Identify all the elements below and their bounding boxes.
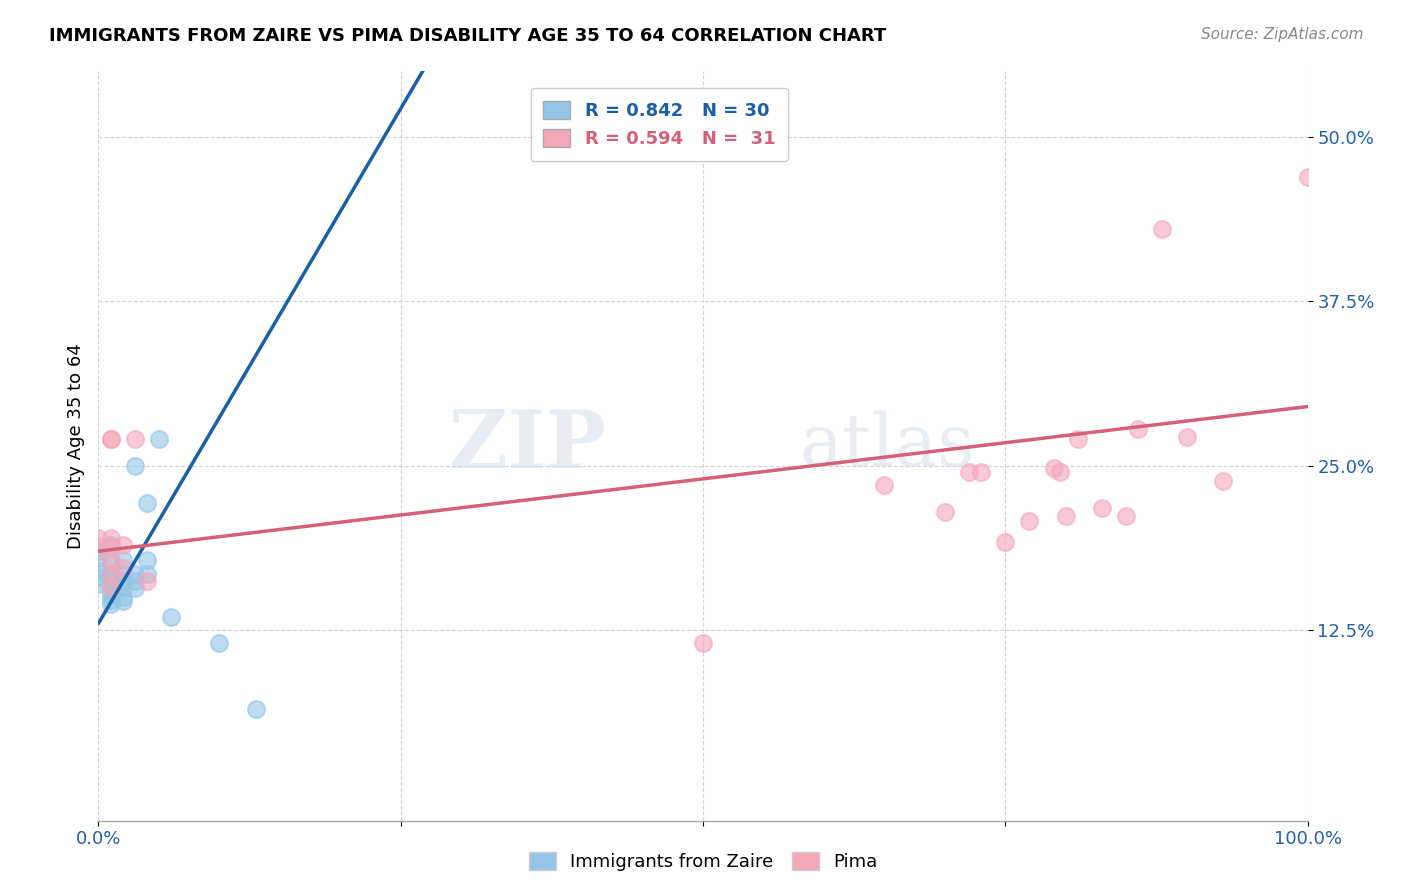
Point	[87, 564, 110, 578]
Point	[124, 433, 146, 447]
Point	[124, 574, 146, 589]
Point	[100, 574, 122, 589]
Point	[1128, 422, 1150, 436]
Point	[100, 597, 122, 611]
Point	[100, 433, 122, 447]
Point	[1054, 508, 1077, 523]
Point	[1042, 461, 1064, 475]
Point	[1018, 514, 1040, 528]
Point	[100, 580, 122, 594]
Point	[873, 478, 896, 492]
Point	[111, 590, 134, 604]
Point	[100, 531, 122, 545]
Point	[1296, 169, 1319, 184]
Point	[994, 535, 1017, 549]
Point	[934, 505, 956, 519]
Point	[100, 581, 122, 595]
Point	[124, 566, 146, 581]
Point	[111, 574, 134, 589]
Point	[1115, 508, 1137, 523]
Point	[87, 570, 110, 584]
Point	[245, 702, 267, 716]
Point	[135, 566, 157, 581]
Legend: Immigrants from Zaire, Pima: Immigrants from Zaire, Pima	[522, 845, 884, 879]
Point	[692, 636, 714, 650]
Point	[135, 574, 157, 589]
Point	[111, 594, 134, 608]
Point	[124, 458, 146, 473]
Point	[100, 566, 122, 581]
Text: atlas: atlas	[800, 410, 976, 482]
Point	[135, 553, 157, 567]
Point	[208, 636, 231, 650]
Point	[1091, 500, 1114, 515]
Point	[148, 433, 170, 447]
Point	[1212, 475, 1234, 489]
Point	[100, 558, 122, 572]
Text: IMMIGRANTS FROM ZAIRE VS PIMA DISABILITY AGE 35 TO 64 CORRELATION CHART: IMMIGRANTS FROM ZAIRE VS PIMA DISABILITY…	[49, 27, 886, 45]
Point	[87, 540, 110, 554]
Point	[111, 566, 134, 581]
Point	[124, 581, 146, 595]
Point	[87, 550, 110, 565]
Point	[957, 465, 980, 479]
Text: ZIP: ZIP	[450, 407, 606, 485]
Point	[1049, 465, 1071, 479]
Point	[111, 561, 134, 575]
Point	[100, 538, 122, 552]
Point	[87, 531, 110, 545]
Point	[111, 553, 134, 567]
Point	[100, 540, 122, 554]
Point	[100, 553, 122, 567]
Point	[87, 577, 110, 591]
Point	[100, 592, 122, 607]
Point	[135, 495, 157, 509]
Point	[1175, 430, 1198, 444]
Point	[970, 465, 993, 479]
Point	[1067, 433, 1090, 447]
Point	[100, 433, 122, 447]
Legend: R = 0.842   N = 30, R = 0.594   N =  31: R = 0.842 N = 30, R = 0.594 N = 31	[530, 88, 789, 161]
Point	[100, 588, 122, 602]
Point	[111, 580, 134, 594]
Text: Source: ZipAtlas.com: Source: ZipAtlas.com	[1201, 27, 1364, 42]
Point	[87, 544, 110, 558]
Point	[111, 538, 134, 552]
Point	[1152, 222, 1174, 236]
Y-axis label: Disability Age 35 to 64: Disability Age 35 to 64	[66, 343, 84, 549]
Point	[100, 566, 122, 581]
Point	[160, 610, 183, 624]
